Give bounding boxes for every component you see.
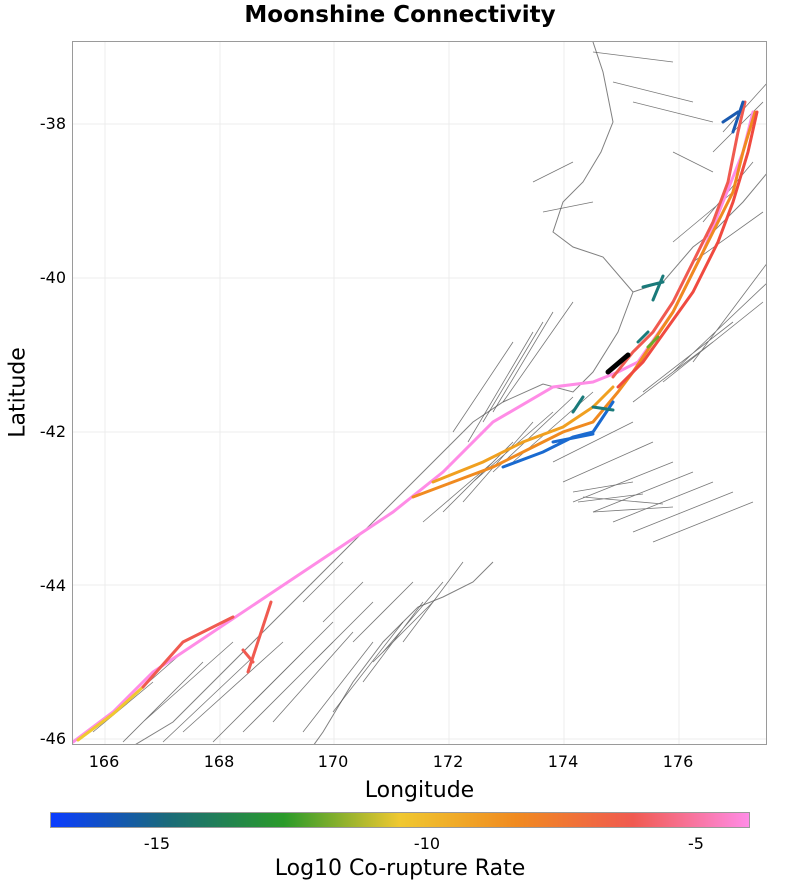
y-tick-label: -40 (39, 268, 66, 287)
x-tick-label: 174 (547, 752, 579, 771)
background-faults (92, 51, 766, 743)
y-tick-label: -46 (39, 729, 66, 748)
rupture-red-1 (611, 100, 747, 379)
rupture-red-2 (616, 110, 759, 389)
rupture-red-south (141, 600, 273, 689)
x-tick-label: 168 (203, 752, 235, 771)
colorbar-title: Log10 Co-rupture Rate (274, 856, 526, 881)
rupture-blue-1 (501, 400, 615, 469)
x-axis-label: Longitude (364, 778, 475, 803)
x-tick-label: 170 (317, 752, 349, 771)
rupture-orange-1 (411, 110, 757, 499)
x-tick-label: 176 (662, 752, 694, 771)
colorbar-tick-label: -10 (413, 834, 441, 853)
map-title: Moonshine Connectivity (244, 2, 556, 28)
rupture-main-pink (73, 110, 755, 744)
map-panel[interactable] (72, 41, 767, 745)
y-axis-label: Latitude (5, 347, 31, 438)
colorbar-tick-label: -15 (143, 834, 171, 853)
map-canvas (73, 42, 766, 744)
rupture-orange-2 (431, 385, 615, 484)
rupture-blue-2 (721, 100, 745, 134)
rupture-yellow-south (76, 685, 145, 742)
coastline (135, 42, 766, 744)
y-tick-label: -38 (39, 114, 66, 133)
x-tick-label: 172 (432, 752, 464, 771)
rupture-black (605, 352, 631, 375)
rupture-traces (73, 100, 759, 744)
colorbar-tick-label: -5 (688, 834, 704, 853)
rupture-green-1 (646, 335, 660, 349)
x-tick-label: 166 (88, 752, 120, 771)
rupture-teal-1 (571, 274, 665, 414)
gridlines (73, 42, 766, 744)
y-tick-label: -44 (39, 576, 66, 595)
colorbar (50, 812, 750, 828)
y-tick-label: -42 (39, 422, 66, 441)
